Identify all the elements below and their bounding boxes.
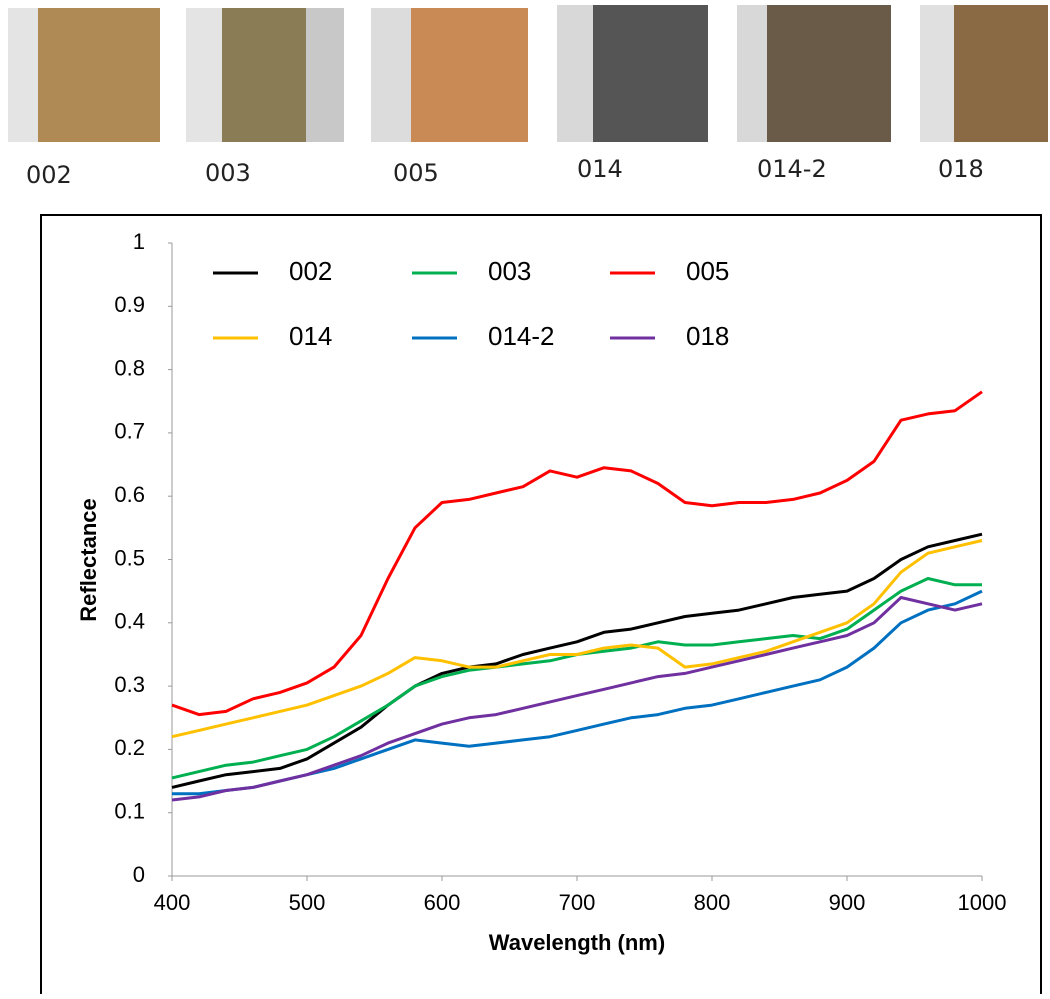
- x-axis-title: Wavelength (nm): [489, 930, 665, 955]
- photo-label: 014: [577, 155, 623, 183]
- photo-label: 005: [393, 159, 439, 187]
- x-tick-label: 900: [829, 890, 866, 915]
- y-tick-label: 0.6: [114, 482, 145, 507]
- y-tick-label: 1: [133, 229, 145, 254]
- series-line: [172, 541, 982, 737]
- y-tick-label: 0.9: [114, 292, 145, 317]
- figure: 002 003 005 014 014-2 018 Reflectance Wa…: [0, 0, 1050, 994]
- ruler: [737, 5, 767, 142]
- x-tick-label: 700: [559, 890, 596, 915]
- series-line: [172, 579, 982, 778]
- x-tick-label: 400: [154, 890, 191, 915]
- legend-label: 014-2: [488, 321, 555, 351]
- x-tick-label: 800: [694, 890, 731, 915]
- photos: 002 003 005 014 014-2 018: [8, 5, 1048, 189]
- y-tick-label: 0.8: [114, 355, 145, 380]
- foil: [306, 8, 344, 142]
- ruler: [920, 5, 954, 142]
- y-tick-label: 0.3: [114, 672, 145, 697]
- legend-label: 014: [289, 321, 332, 351]
- photo-label: 003: [205, 159, 251, 187]
- y-tick-label: 0.2: [114, 735, 145, 760]
- ruler: [186, 8, 222, 142]
- y-axis-title: Reflectance: [76, 498, 101, 622]
- y-tick-label: 0.7: [114, 419, 145, 444]
- ruler: [371, 8, 411, 142]
- legend-label: 005: [686, 256, 729, 286]
- legend-label: 002: [289, 256, 332, 286]
- page: {"photos": [{"label": "002"}, {"label": …: [0, 0, 1050, 994]
- series-line: [172, 392, 982, 715]
- x-tick-label: 500: [289, 890, 326, 915]
- photo-label: 018: [938, 155, 984, 183]
- photo-label: 002: [26, 161, 72, 189]
- y-tick-label: 0.1: [114, 799, 145, 824]
- legend-label: 018: [686, 321, 729, 351]
- x-tick-label: 600: [424, 890, 461, 915]
- series-line: [172, 534, 982, 787]
- legend-label: 003: [488, 256, 531, 286]
- ruler: [557, 5, 593, 142]
- photo-label: 014-2: [757, 155, 827, 183]
- series-line: [172, 598, 982, 801]
- y-tick-label: 0: [133, 862, 145, 887]
- ruler: [8, 8, 38, 142]
- y-tick-label: 0.4: [114, 609, 145, 634]
- y-tick-label: 0.5: [114, 545, 145, 570]
- x-tick-label: 1000: [958, 890, 1007, 915]
